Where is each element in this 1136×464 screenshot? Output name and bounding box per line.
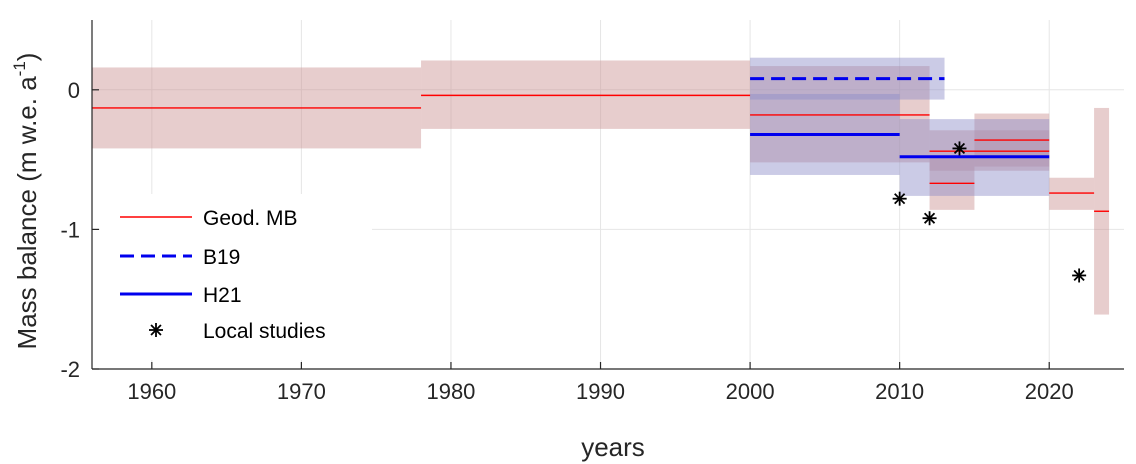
y-tick-label--2: -2 xyxy=(60,357,80,382)
x-tick-label-1990: 1990 xyxy=(576,379,625,404)
y-tick-label-0: 0 xyxy=(68,78,80,103)
x-tick-label-1970: 1970 xyxy=(277,379,326,404)
legend-label-b19: B19 xyxy=(203,246,240,269)
tick-labels: 1960 1970 1980 1990 2000 2010 2020 -2 -1 0 xyxy=(60,78,1073,404)
local-study-marker-3 xyxy=(952,141,967,156)
legend-item-local: Local studies xyxy=(149,320,326,343)
x-tick-label-2010: 2010 xyxy=(875,379,924,404)
legend-swatch-local xyxy=(149,323,163,337)
legend-label-geod: Geod. MB xyxy=(203,207,298,230)
local-study-marker-4-stroke xyxy=(1073,269,1085,282)
y-tick-label--1: -1 xyxy=(60,217,80,242)
y-axis-label-superscript: -1 xyxy=(10,61,29,76)
legend-swatch-local-stroke xyxy=(150,324,162,336)
local-study-marker-3-stroke xyxy=(953,142,966,155)
legend-label-h21: H21 xyxy=(203,284,242,307)
legend-item-h21: H21 xyxy=(120,284,242,307)
legend: Geod. MB B19 H21 Local studies xyxy=(100,194,372,360)
local-study-marker-1 xyxy=(892,191,907,206)
y-axis-label: Mass balance (m w.e. a-1) xyxy=(10,53,42,350)
local-study-marker-4 xyxy=(1072,268,1087,283)
local-study-markers xyxy=(892,141,1087,283)
x-tick-label-1960: 1960 xyxy=(127,379,176,404)
y-axis-label-main: Mass balance (m w.e. a xyxy=(12,76,42,350)
legend-label-local: Local studies xyxy=(203,320,326,343)
x-axis-label: years xyxy=(581,432,645,462)
x-tick-label-2020: 2020 xyxy=(1025,379,1074,404)
local-study-marker-1-stroke xyxy=(894,193,906,205)
local-study-marker-2-stroke xyxy=(923,212,936,224)
legend-item-b19: B19 xyxy=(120,246,240,269)
legend-item-geod: Geod. MB xyxy=(120,207,298,230)
y-axis-label-close: ) xyxy=(12,53,42,62)
axes xyxy=(91,20,1124,370)
series-lines xyxy=(92,77,1110,212)
local-study-marker-2 xyxy=(922,211,937,226)
x-tick-label-1980: 1980 xyxy=(426,379,475,404)
x-tick-label-2000: 2000 xyxy=(726,379,775,404)
legend-background xyxy=(100,194,372,360)
